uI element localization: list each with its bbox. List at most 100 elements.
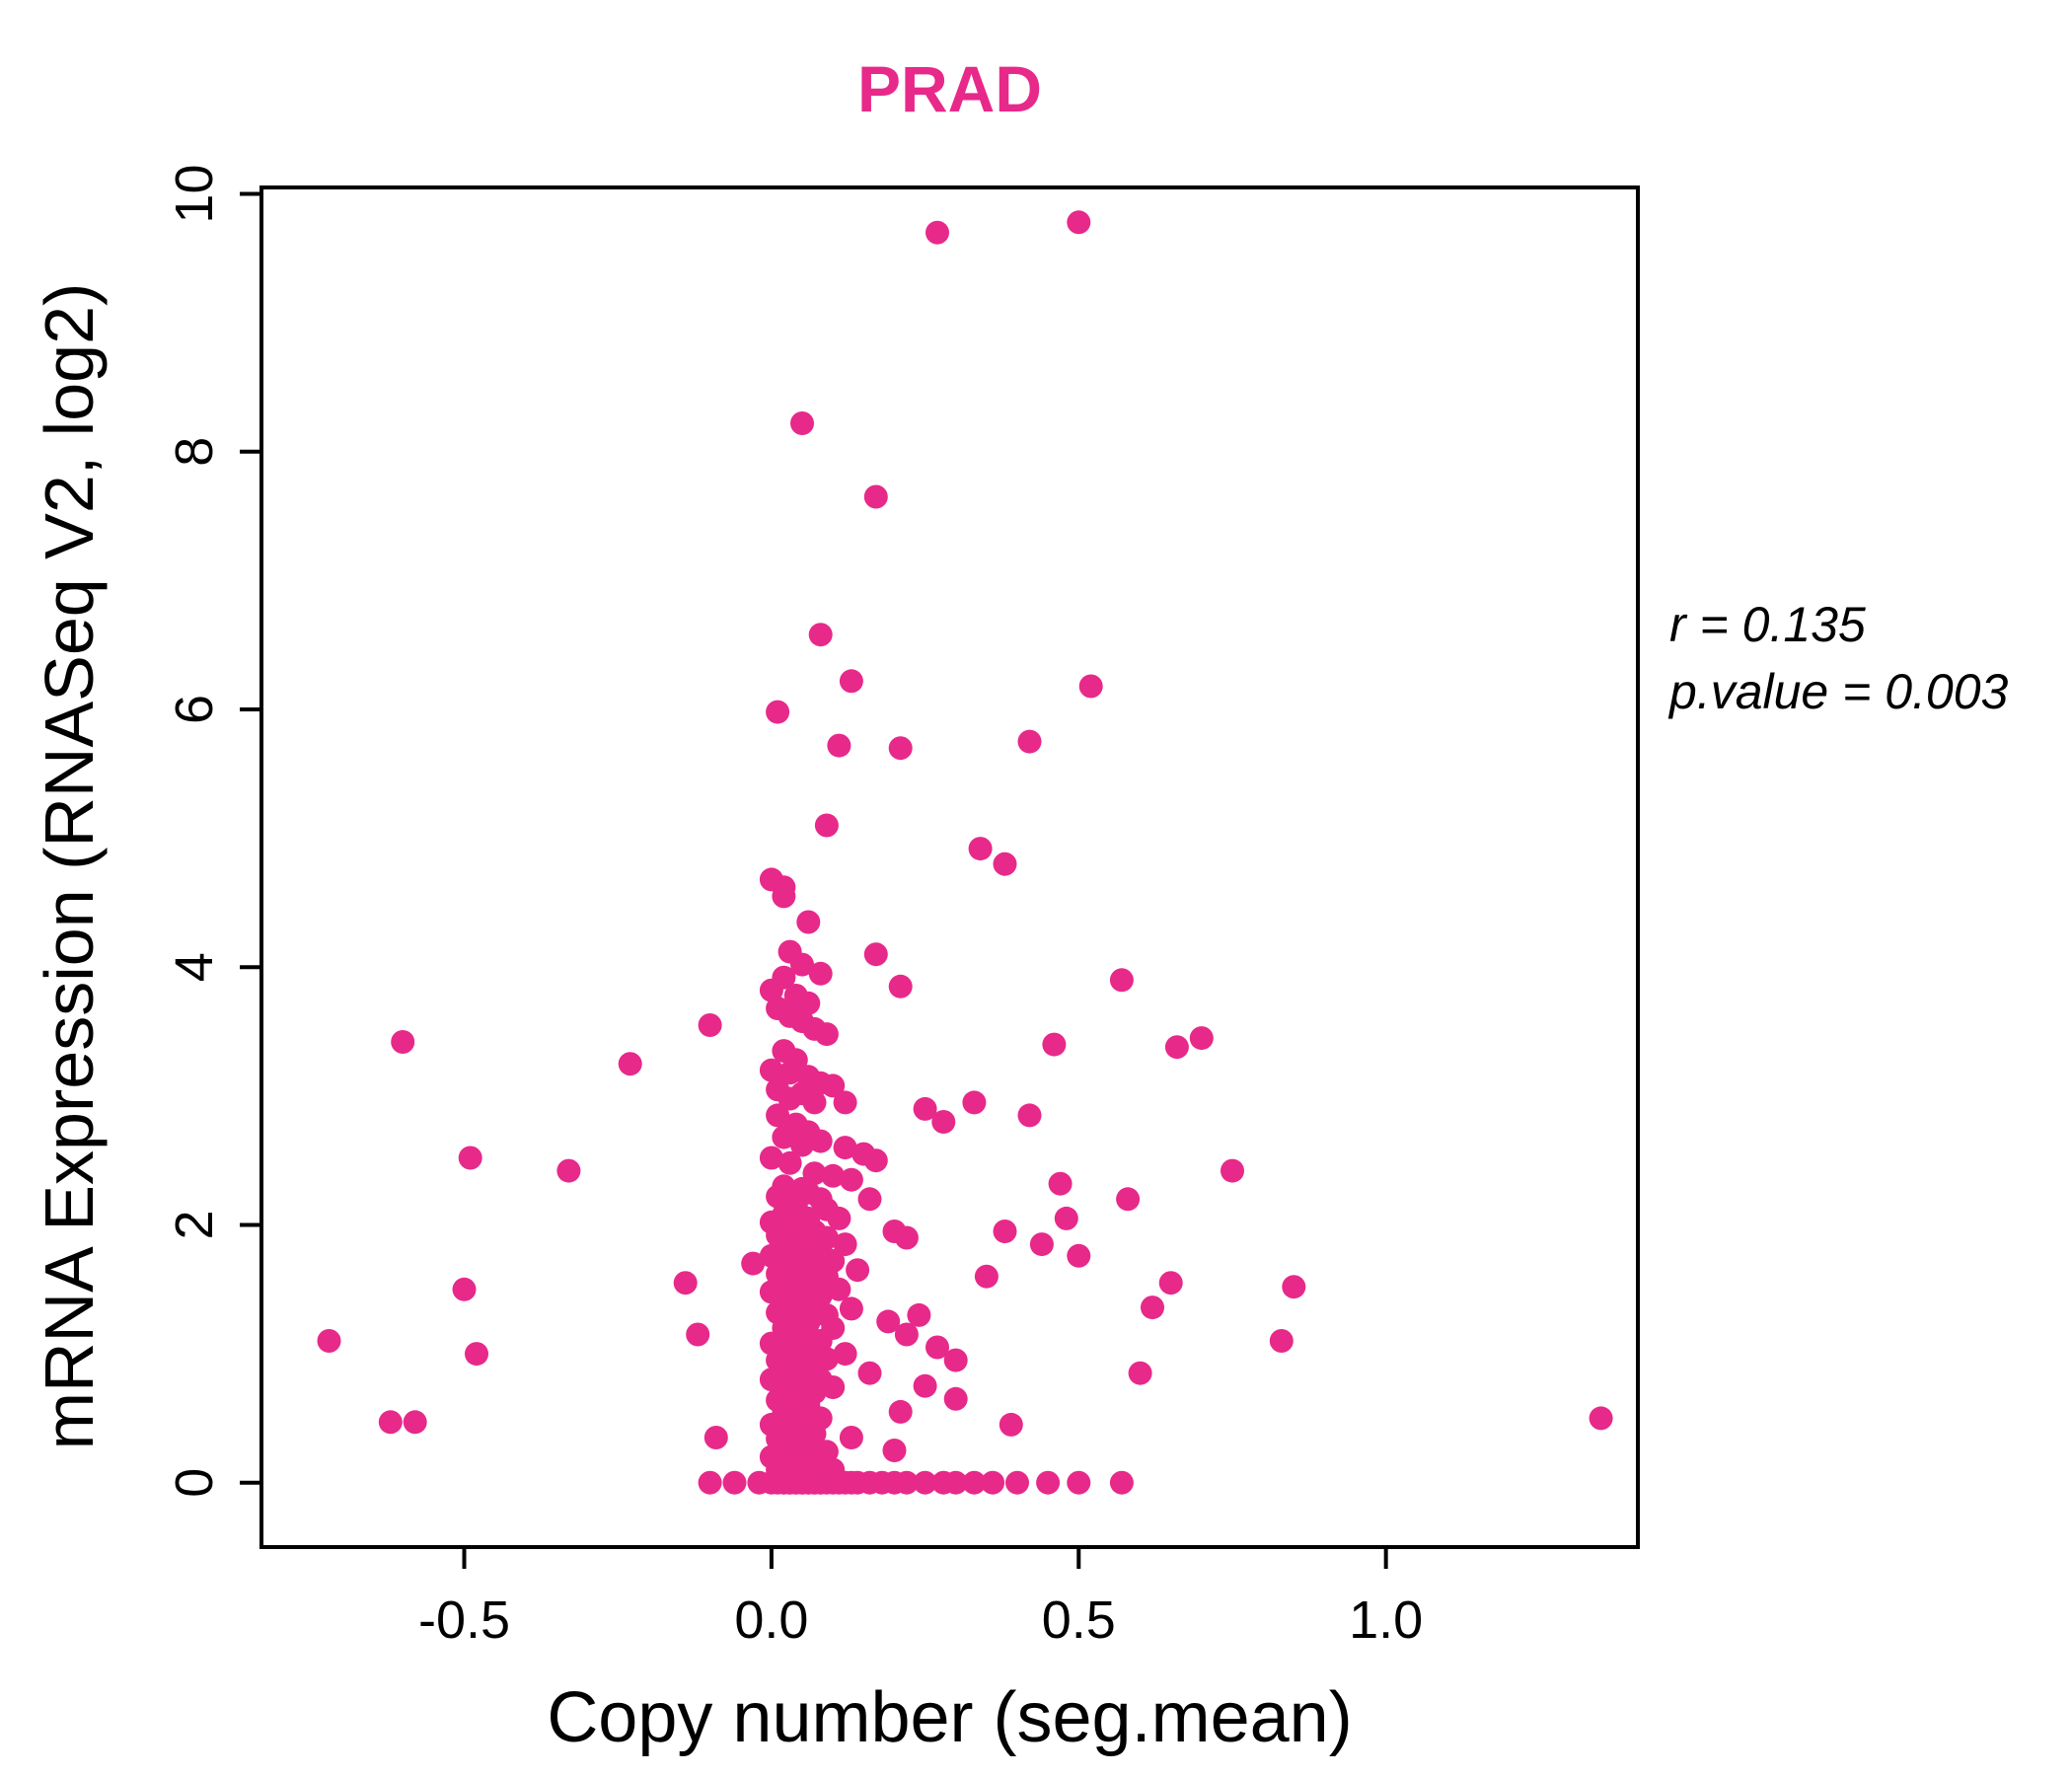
x-axis-label: Copy number (seg.mean) bbox=[547, 1678, 1353, 1757]
data-point bbox=[698, 1470, 722, 1495]
data-point bbox=[993, 851, 1017, 876]
data-point bbox=[993, 1220, 1017, 1243]
data-point bbox=[863, 1148, 888, 1173]
data-point bbox=[777, 1150, 802, 1175]
data-point bbox=[1005, 1470, 1029, 1495]
data-point bbox=[1116, 1187, 1141, 1212]
data-point bbox=[403, 1410, 427, 1435]
data-point bbox=[1141, 1295, 1164, 1320]
data-point bbox=[1029, 1232, 1054, 1257]
data-point bbox=[759, 1368, 783, 1392]
data-point bbox=[766, 1184, 790, 1209]
data-point bbox=[943, 1386, 968, 1411]
data-point bbox=[888, 736, 913, 761]
data-point bbox=[839, 669, 863, 694]
data-point bbox=[673, 1271, 698, 1295]
data-point bbox=[833, 1232, 857, 1257]
data-point bbox=[772, 1125, 796, 1149]
data-point bbox=[759, 1280, 783, 1304]
data-point bbox=[894, 1225, 919, 1250]
data-point bbox=[378, 1410, 403, 1435]
data-point bbox=[802, 1090, 827, 1115]
data-point bbox=[814, 1022, 839, 1047]
data-point bbox=[827, 1206, 851, 1230]
data-point bbox=[925, 220, 949, 245]
data-point bbox=[894, 1322, 919, 1347]
data-point bbox=[1067, 210, 1091, 235]
data-point bbox=[821, 1073, 846, 1098]
data-point bbox=[766, 700, 790, 724]
data-point bbox=[1164, 1035, 1189, 1060]
data-point bbox=[839, 1426, 863, 1449]
data-point bbox=[833, 1136, 857, 1160]
y-tick-label: 6 bbox=[165, 695, 224, 724]
data-point bbox=[943, 1348, 968, 1372]
data-point bbox=[863, 484, 888, 509]
data-point bbox=[790, 411, 814, 435]
data-point bbox=[846, 1258, 870, 1283]
data-point bbox=[1158, 1271, 1183, 1295]
data-point bbox=[968, 837, 993, 861]
x-tick-label: 0.0 bbox=[734, 1591, 808, 1650]
data-point bbox=[796, 991, 821, 1015]
data-point bbox=[391, 1030, 415, 1054]
r-value-text: r = 0.135 bbox=[1669, 597, 1866, 652]
data-point bbox=[722, 1470, 747, 1495]
data-point bbox=[458, 1146, 482, 1170]
data-point bbox=[796, 910, 821, 934]
data-point bbox=[1017, 729, 1042, 754]
data-point bbox=[974, 1264, 999, 1289]
data-point bbox=[962, 1470, 987, 1495]
data-point bbox=[790, 952, 814, 977]
data-point bbox=[1042, 1032, 1067, 1057]
data-point bbox=[777, 1061, 802, 1085]
data-point bbox=[698, 1013, 722, 1037]
data-point bbox=[1269, 1329, 1294, 1353]
data-point bbox=[827, 1277, 851, 1301]
data-point bbox=[1054, 1206, 1078, 1230]
data-point bbox=[465, 1342, 488, 1367]
data-point bbox=[943, 1470, 968, 1495]
data-point bbox=[741, 1251, 766, 1276]
chart-title: PRAD bbox=[856, 52, 1042, 125]
data-point bbox=[1128, 1361, 1152, 1385]
data-point bbox=[833, 1342, 857, 1367]
data-point bbox=[876, 1309, 901, 1334]
p-value-text: p.value = 0.003 bbox=[1669, 663, 2009, 719]
data-point bbox=[777, 1086, 802, 1111]
data-point bbox=[808, 1129, 833, 1153]
data-point bbox=[1078, 674, 1103, 699]
data-point bbox=[1048, 1171, 1073, 1196]
data-point bbox=[814, 1347, 839, 1371]
data-point bbox=[888, 1399, 913, 1424]
data-point bbox=[1221, 1158, 1244, 1183]
data-point bbox=[317, 1329, 341, 1353]
x-tick-label: 0.5 bbox=[1042, 1591, 1116, 1650]
data-point bbox=[833, 1090, 857, 1115]
data-point bbox=[913, 1470, 937, 1495]
x-tick-label: -0.5 bbox=[418, 1591, 510, 1650]
data-point bbox=[882, 1439, 907, 1462]
data-point bbox=[925, 1335, 949, 1360]
data-point bbox=[857, 1361, 882, 1385]
data-point bbox=[857, 1187, 882, 1212]
data-point bbox=[1067, 1243, 1091, 1268]
data-point bbox=[808, 961, 833, 986]
data-point bbox=[808, 623, 833, 647]
data-point bbox=[863, 942, 888, 967]
data-point bbox=[981, 1470, 1005, 1495]
data-point bbox=[821, 1163, 846, 1188]
data-point bbox=[999, 1412, 1023, 1437]
data-point bbox=[1282, 1275, 1306, 1299]
x-tick-label: 1.0 bbox=[1349, 1591, 1423, 1650]
y-tick-label: 2 bbox=[165, 1210, 224, 1239]
data-point bbox=[839, 1296, 863, 1321]
data-point bbox=[1017, 1103, 1042, 1128]
data-point bbox=[452, 1277, 477, 1301]
data-point bbox=[827, 733, 851, 758]
data-point bbox=[556, 1158, 581, 1183]
data-point bbox=[759, 978, 783, 1002]
data-point bbox=[894, 1470, 919, 1495]
data-point bbox=[913, 1373, 937, 1398]
